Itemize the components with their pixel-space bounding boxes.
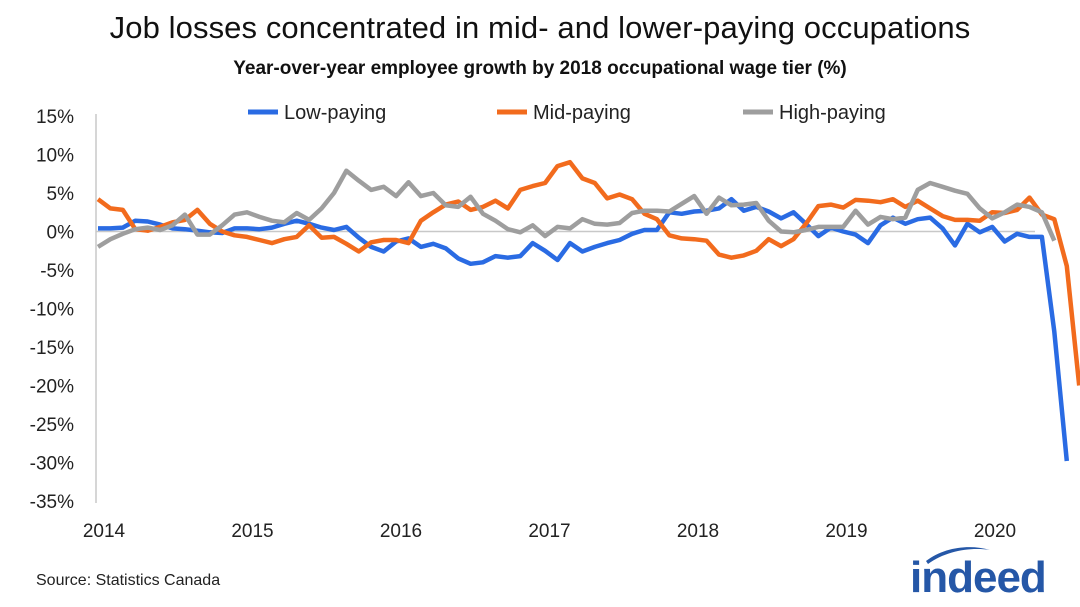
- x-tick-label: 2019: [825, 521, 867, 542]
- x-tick-label: 2018: [677, 521, 719, 542]
- legend-label-low: Low-paying: [284, 102, 386, 124]
- x-tick-label: 2016: [380, 521, 422, 542]
- y-tick-label: 10%: [36, 146, 74, 167]
- x-tick-label: 2020: [974, 521, 1016, 542]
- indeed-logo-text: indeed: [910, 553, 1046, 600]
- x-tick-label: 2014: [83, 521, 126, 542]
- y-tick-label: 0%: [47, 223, 75, 244]
- chart-subtitle: Year-over-year employee growth by 2018 o…: [233, 58, 847, 79]
- y-tick-label: -5%: [40, 261, 74, 282]
- y-tick-label: -25%: [30, 415, 74, 436]
- y-tick-label: -30%: [30, 454, 74, 475]
- y-tick-label: -20%: [30, 377, 74, 398]
- y-tick-label: -10%: [30, 300, 74, 321]
- x-tick-label: 2015: [231, 521, 273, 542]
- indeed-logo: indeed: [910, 547, 1047, 600]
- line-chart: 15% 10% 5% 0% -5% -10% -15% -20% -25% -30% -35% 20…: [30, 102, 1080, 542]
- x-tick-label: 2017: [528, 521, 570, 542]
- source-note: Source: Statistics Canada: [36, 572, 221, 589]
- legend-label-mid: Mid-paying: [533, 102, 631, 124]
- chart-title: Job losses concentrated in mid- and lowe…: [109, 10, 971, 45]
- y-tick-label: -35%: [30, 492, 74, 513]
- y-tick-label: 15%: [36, 107, 74, 128]
- series-line-low: [98, 196, 1070, 462]
- y-tick-label: 5%: [47, 184, 75, 205]
- indeed-logo-arc: [926, 547, 990, 564]
- y-tick-label: -15%: [30, 338, 74, 359]
- series-line-high: [96, 168, 1057, 249]
- legend-label-high: High-paying: [779, 102, 886, 124]
- series-line-mid: [96, 159, 1080, 386]
